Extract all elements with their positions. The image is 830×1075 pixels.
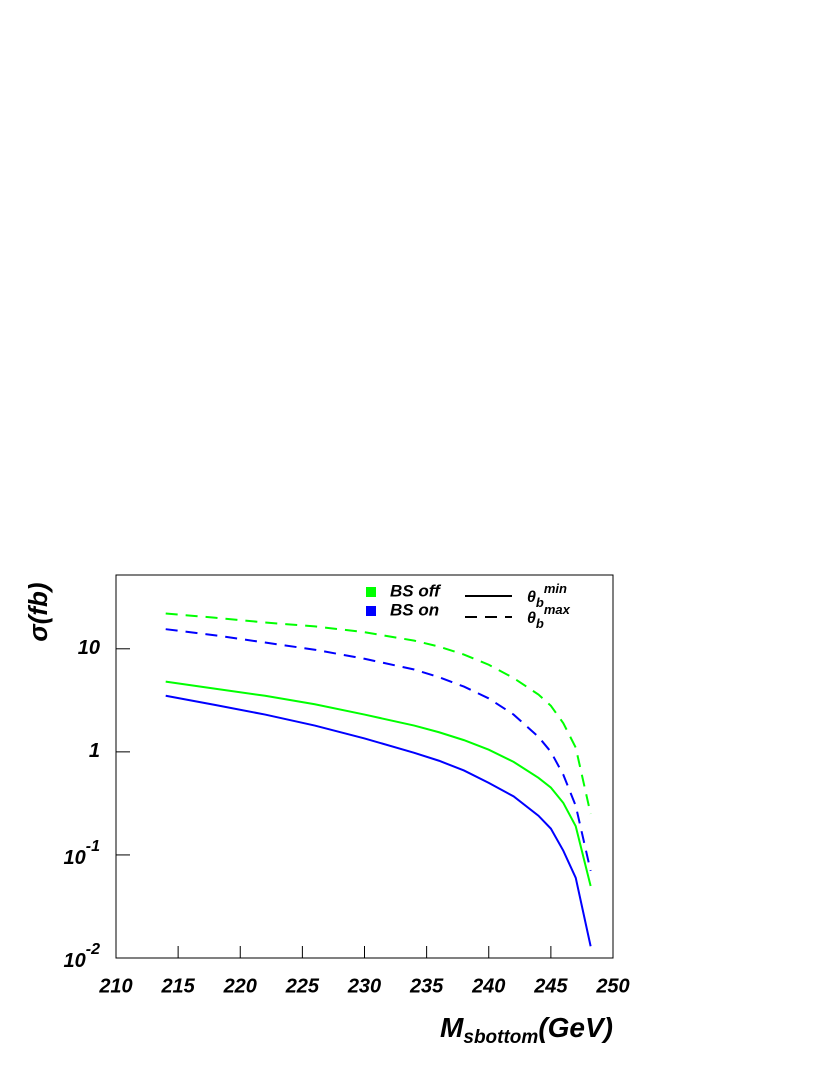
- legend-sub: b: [536, 595, 544, 610]
- x-tick-label: 250: [595, 975, 629, 997]
- legend-symbol: θ: [527, 589, 536, 606]
- x-tick-label: 240: [471, 975, 505, 997]
- x-tick-label: 235: [409, 975, 444, 997]
- legend-sup: max: [544, 602, 571, 617]
- x-tick-label: 215: [160, 975, 195, 997]
- x-label-main: M: [440, 1012, 464, 1043]
- x-tick-label: 210: [98, 975, 132, 997]
- legend-symbol: θ: [527, 610, 536, 627]
- x-tick-label: 230: [347, 975, 381, 997]
- x-tick-label: 245: [533, 975, 568, 997]
- y-tick-label: 10: [78, 637, 100, 659]
- series-line: [165, 680, 592, 887]
- legend-label: BS on: [390, 600, 439, 619]
- x-label-tail: (GeV): [538, 1012, 613, 1043]
- legend-sub: b: [536, 616, 544, 631]
- legend-swatch: [366, 587, 376, 597]
- x-axis-label: Msbottom(GeV): [440, 1012, 613, 1048]
- y-tick-label: 1: [89, 740, 100, 762]
- y-axis-label: σ(fb): [23, 582, 53, 641]
- series-line: [165, 694, 592, 947]
- series-line: [165, 628, 592, 872]
- series-line: [165, 612, 592, 815]
- y-tick-label: 10-2: [64, 941, 101, 972]
- x-tick-label: 225: [285, 975, 320, 997]
- legend-swatch: [366, 606, 376, 616]
- legend-label: BS off: [390, 581, 442, 600]
- x-tick-label: 220: [223, 975, 257, 997]
- legend-label: θbmin: [527, 581, 567, 610]
- y-tick-label: 10-1: [64, 838, 101, 869]
- legend-sup: min: [544, 581, 567, 596]
- x-label-sub: sbottom: [463, 1027, 538, 1048]
- legend-label: θbmax: [527, 602, 571, 631]
